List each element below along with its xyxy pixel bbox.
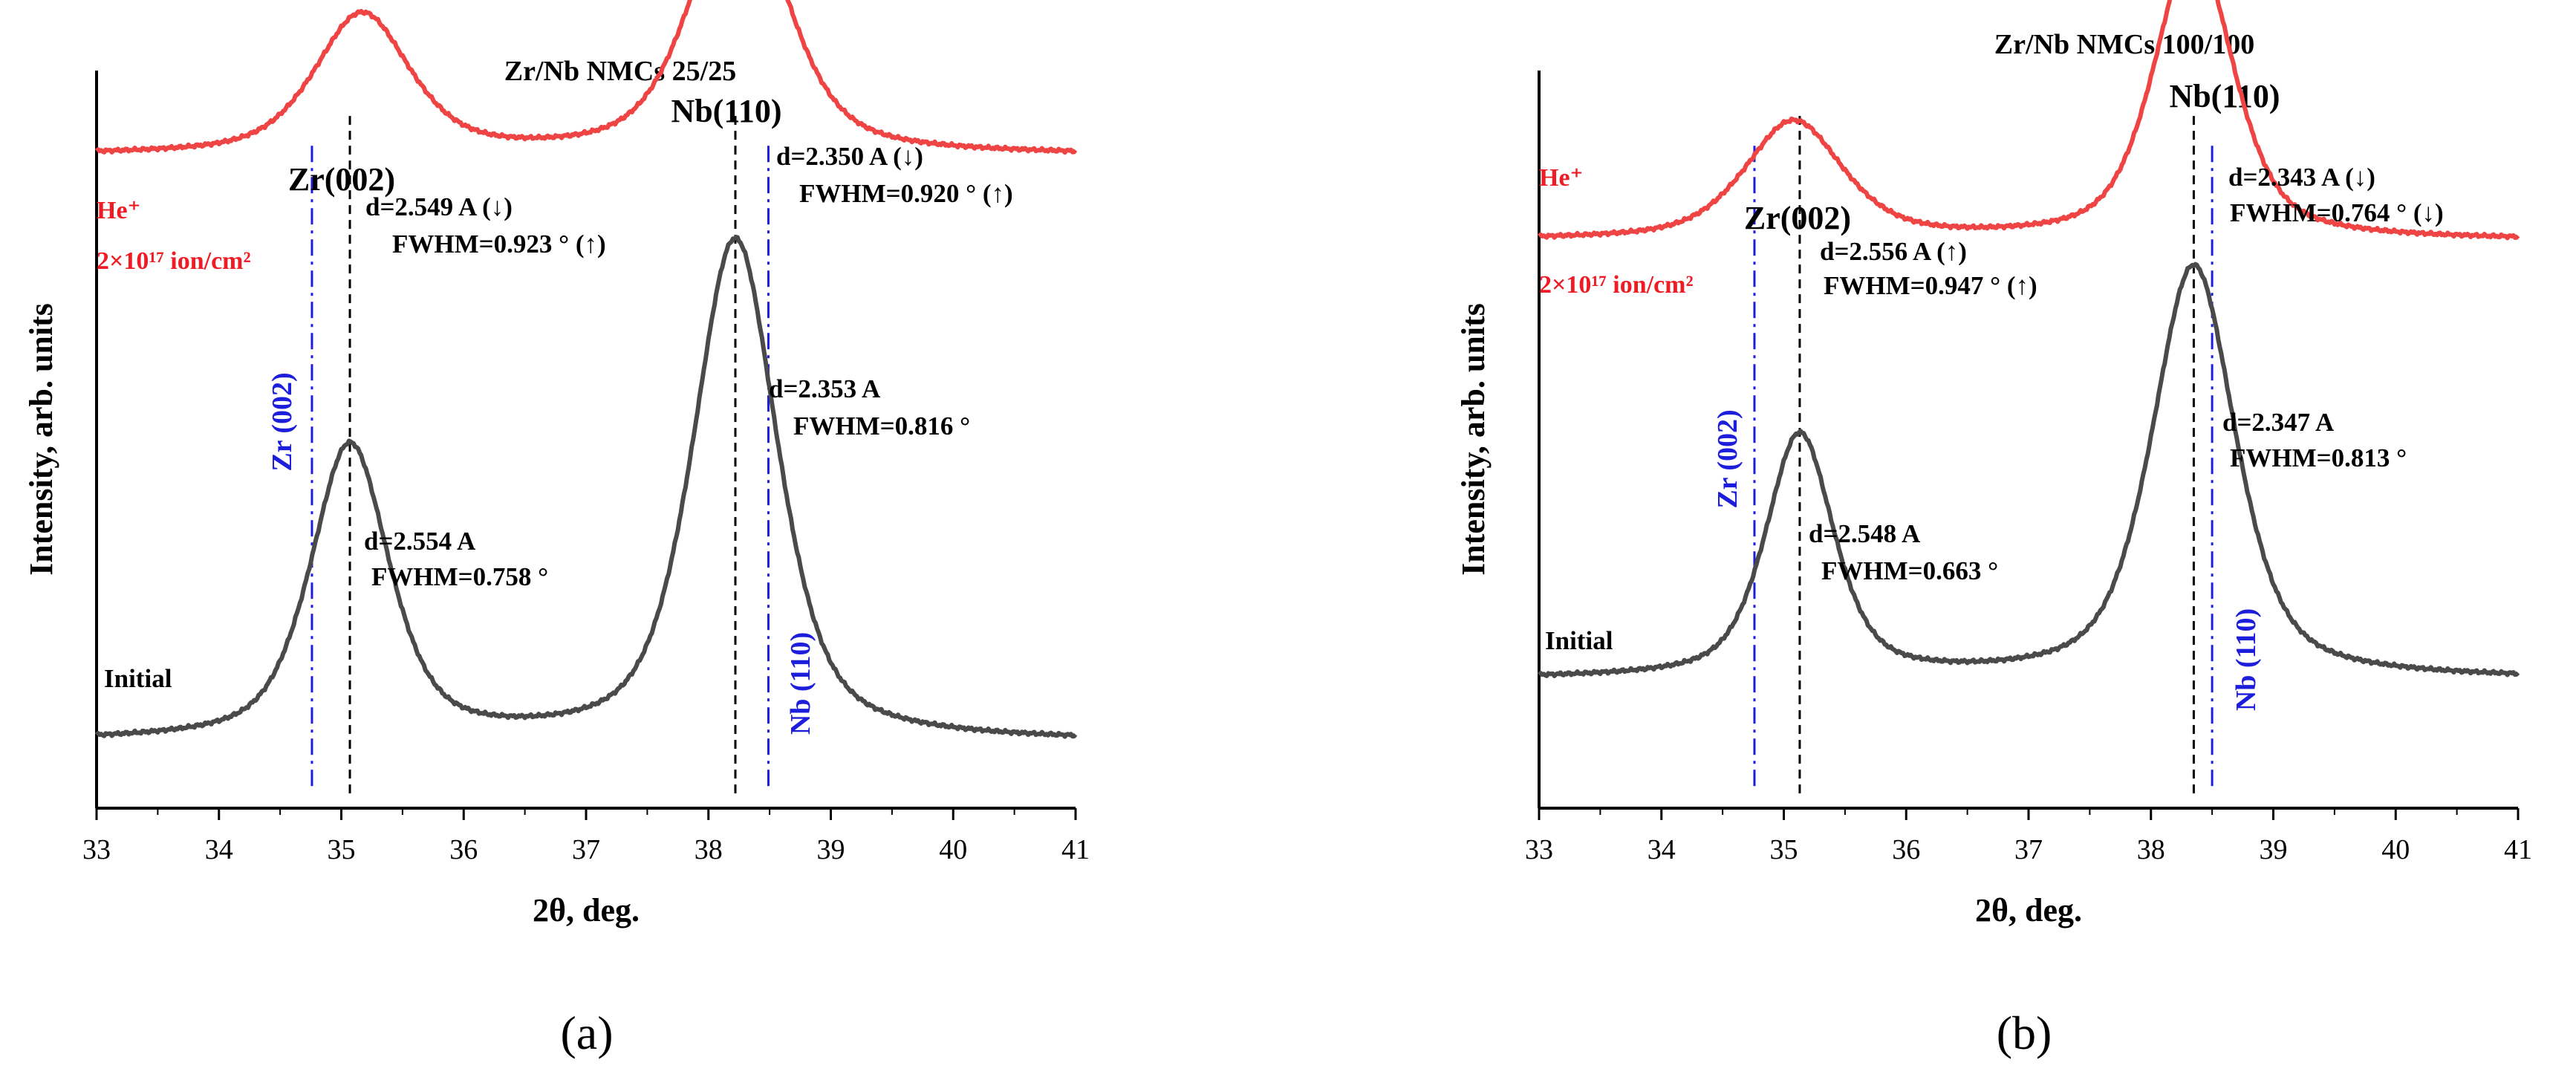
x-tick-label: 33: [1525, 834, 1553, 865]
peak-label: Nb(110): [671, 93, 781, 129]
peak-annotation: d=2.556 A (↑): [1820, 237, 1967, 266]
peak-annotation: FWHM=0.758 °: [371, 562, 548, 591]
irradiation-label: He⁺: [1539, 164, 1583, 192]
peak-annotation: FWHM=0.920 ° (↑): [799, 179, 1013, 208]
x-tick-label: 35: [1770, 834, 1798, 865]
x-axis-label: 2θ, deg.: [533, 892, 640, 928]
peak-label: Zr(002): [1744, 200, 1851, 236]
panel-label: (b): [1997, 1006, 2052, 1059]
series-label-initial: Initial: [104, 664, 172, 693]
reference-label: Zr (002): [1712, 409, 1743, 508]
reference-label: Nb (110): [785, 632, 816, 735]
peak-annotation: FWHM=0.816 °: [793, 412, 970, 440]
y-axis-label: Intensity, arb. units: [1455, 303, 1492, 576]
x-tick-label: 39: [817, 834, 845, 865]
peak-annotation: FWHM=0.663 °: [1821, 556, 1998, 585]
peak-annotation: FWHM=0.764 ° (↓): [2230, 198, 2444, 227]
peak-annotation: d=2.548 A: [1809, 519, 1921, 548]
x-tick-label: 33: [82, 834, 111, 865]
peak-annotation: d=2.549 A (↓): [365, 192, 513, 221]
irradiated-curve: [94, 0, 1078, 155]
reference-label: Nb (110): [2231, 608, 2262, 711]
x-tick-label: 38: [695, 834, 723, 865]
irradiated-curve: [1537, 0, 2520, 241]
chart-panel-a: 33 34 35 36 37 38 39 40 41 2θ, deg. Intensity, arb…: [23, 0, 1090, 1059]
chart-title: Zr/Nb NMCs 25/25: [504, 56, 736, 87]
peak-annotation: d=2.554 A: [364, 527, 476, 556]
chart-title: Zr/Nb NMCs 100/100: [1994, 29, 2254, 60]
reference-label: Zr (002): [267, 372, 298, 471]
peak-annotation: d=2.353 A: [769, 374, 881, 403]
x-tick-label: 38: [2137, 834, 2165, 865]
irradiation-label: 2×10¹⁷ ion/cm²: [97, 247, 251, 275]
x-tick-label: 34: [1648, 834, 1676, 865]
peak-annotation: d=2.343 A (↓): [2228, 163, 2375, 192]
irradiation-label: He⁺: [97, 197, 140, 224]
peak-annotation: FWHM=0.947 ° (↑): [1824, 271, 2037, 300]
x-tick-label: 37: [572, 834, 600, 865]
peak-annotation: d=2.350 A (↓): [776, 142, 923, 171]
x-tick-label: 39: [2260, 834, 2288, 865]
x-tick-label: 40: [939, 834, 967, 865]
x-tick-label: 41: [1061, 834, 1090, 865]
peak-annotation: FWHM=0.813 °: [2230, 443, 2407, 472]
peak-annotation: d=2.347 A: [2222, 408, 2335, 437]
x-tick-label: 34: [205, 834, 233, 865]
y-axis-label: Intensity, arb. units: [23, 303, 59, 576]
x-tick-label: 40: [2381, 834, 2410, 865]
peak-annotation: FWHM=0.923 ° (↑): [392, 230, 606, 258]
initial-curve: [1537, 261, 2520, 678]
initial-curve: [94, 235, 1078, 739]
panel-label: (a): [560, 1006, 613, 1059]
x-tick-label: 37: [2014, 834, 2043, 865]
chart-panel-b: 33 34 35 36 37 38 39 40 41 2θ, deg. Intensity, arb…: [1455, 0, 2532, 1059]
x-axis-label: 2θ, deg.: [1975, 892, 2082, 928]
x-tick-label: 35: [328, 834, 356, 865]
peak-label: Zr(002): [288, 161, 395, 198]
peak-label: Nb(110): [2169, 78, 2280, 114]
x-tick-label: 36: [1892, 834, 1920, 865]
series-label-initial: Initial: [1545, 626, 1613, 655]
x-tick-label: 36: [449, 834, 478, 865]
irradiation-label: 2×10¹⁷ ion/cm²: [1539, 271, 1694, 299]
x-tick-label: 41: [2504, 834, 2532, 865]
